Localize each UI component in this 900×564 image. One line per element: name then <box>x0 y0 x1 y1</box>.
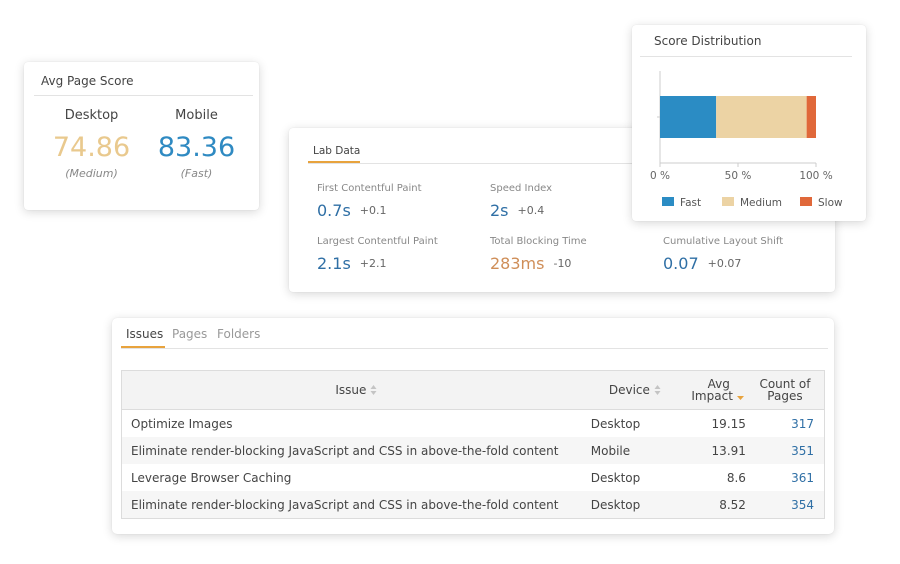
issue-cell: Eliminate render-blocking JavaScript and… <box>121 437 591 464</box>
desktop-score-value: 74.86 <box>52 132 131 163</box>
metric-label: Speed Index <box>490 183 553 194</box>
issue-cell: Eliminate render-blocking JavaScript and… <box>121 491 591 519</box>
metric-delta: +0.07 <box>707 257 742 270</box>
metric-delta: -10 <box>553 257 572 270</box>
metric-speed-index: Speed Index 2s +0.4 <box>490 183 552 220</box>
divider <box>308 163 829 164</box>
table-row[interactable]: Eliminate render-blocking JavaScript and… <box>121 491 825 519</box>
desktop-label: Desktop <box>64 108 119 123</box>
score-distribution-card: Score Distribution 0 % 50 % 100 % Fast Mediu… <box>632 25 866 221</box>
x-tick-label: 50 % <box>725 170 752 182</box>
count-link[interactable]: 351 <box>745 437 825 464</box>
active-tab-indicator <box>121 346 165 348</box>
issue-cell: Optimize Images <box>131 416 233 431</box>
bar-segment-slow[interactable] <box>806 96 816 138</box>
table-row[interactable]: Eliminate render-blocking JavaScript and… <box>121 437 825 464</box>
legend-label-medium[interactable]: Medium <box>740 197 782 209</box>
divider <box>34 95 253 96</box>
device-cell: Desktop <box>590 416 641 431</box>
mobile-rating: (Fast) <box>180 167 213 180</box>
column-label: Count of <box>759 377 811 391</box>
table-header-row: Issue Device Avg Impact Count of Pages <box>121 370 825 410</box>
mobile-score: Mobile 83.36 (Fast) <box>149 108 244 180</box>
bar-segment-fast[interactable] <box>660 96 717 138</box>
table-row[interactable]: Leverage Browser Caching Desktop 8.6 361 <box>122 464 825 491</box>
issues-card: Issues Pages Folders Issue Device Avg Im… <box>112 318 834 534</box>
metric-value: 2s <box>490 201 509 220</box>
impact-cell: 8.52 <box>678 491 746 519</box>
count-link[interactable]: 361 <box>791 470 814 485</box>
column-label: Impact <box>691 389 733 403</box>
count-link[interactable]: 354 <box>745 491 825 519</box>
divider <box>640 56 852 57</box>
active-tab-indicator <box>308 161 360 163</box>
metric-value: 0.07 <box>663 254 699 273</box>
impact-cell: 8.6 <box>726 470 746 485</box>
metric-label: Total Blocking Time <box>490 236 587 247</box>
sort-icon[interactable] <box>654 384 661 396</box>
metric-cumulative-layout-shift: Cumulative Layout Shift 0.07 +0.07 <box>663 236 783 273</box>
table-row[interactable]: Optimize Images Desktop 19.15 317 <box>122 410 825 438</box>
metric-label: First Contentful Paint <box>317 183 422 194</box>
tab-folders[interactable]: Folders <box>217 327 261 341</box>
sort-desc-icon[interactable] <box>736 390 744 402</box>
device-cell: Mobile <box>590 437 679 464</box>
metric-label: Cumulative Layout Shift <box>663 236 784 247</box>
device-cell: Desktop <box>590 470 641 485</box>
tab-pages[interactable]: Pages <box>172 327 208 341</box>
score-distribution-chart: 0 % 50 % 100 % Fast Medium Slow <box>650 71 843 209</box>
issue-cell: Leverage Browser Caching <box>131 470 292 485</box>
x-tick-label: 100 % <box>799 170 832 182</box>
metric-delta: +2.1 <box>359 257 387 270</box>
divider <box>121 348 828 349</box>
count-link[interactable]: 317 <box>791 416 814 431</box>
issues-table: Issue Device Avg Impact Count of Pages O… <box>121 370 825 519</box>
column-label: Issue <box>335 383 367 397</box>
column-header-issue[interactable]: Issue <box>121 370 591 410</box>
metric-delta: +0.1 <box>359 204 387 217</box>
legend-swatch-fast <box>662 197 674 206</box>
device-cell: Desktop <box>590 491 679 519</box>
metric-delta: +0.4 <box>517 204 545 217</box>
mobile-label: Mobile <box>175 108 218 123</box>
column-label: Pages <box>767 389 803 403</box>
column-header-count-of-pages[interactable]: Count of Pages <box>745 370 825 410</box>
legend-label-slow[interactable]: Slow <box>818 197 843 209</box>
x-tick-label: 0 % <box>650 170 670 182</box>
sort-icon[interactable] <box>370 384 377 396</box>
impact-cell: 13.91 <box>678 437 746 464</box>
tab-lab-data[interactable]: Lab Data <box>313 145 361 157</box>
metric-label: Largest Contentful Paint <box>317 236 438 247</box>
impact-cell: 19.15 <box>711 416 746 431</box>
mobile-score-value: 83.36 <box>157 132 236 163</box>
bar-segment-medium[interactable] <box>716 96 807 138</box>
metric-first-contentful-paint: First Contentful Paint 0.7s +0.1 <box>317 183 422 220</box>
column-label: Avg <box>707 377 730 391</box>
legend-swatch-medium <box>722 197 734 206</box>
desktop-rating: (Medium) <box>65 167 118 180</box>
metric-total-blocking-time: Total Blocking Time 283ms -10 <box>490 236 587 273</box>
avg-page-score-title: Avg Page Score <box>41 74 134 88</box>
legend-label-fast[interactable]: Fast <box>680 197 701 209</box>
column-header-avg-impact[interactable]: Avg Impact <box>678 370 746 410</box>
metric-largest-contentful-paint: Largest Contentful Paint 2.1s +2.1 <box>317 236 438 273</box>
column-label: Device <box>608 383 650 397</box>
avg-page-score-card: Avg Page Score Desktop 74.86 (Medium) Mo… <box>24 62 259 210</box>
tab-issues[interactable]: Issues <box>126 327 164 341</box>
desktop-score: Desktop 74.86 (Medium) <box>44 108 139 180</box>
metric-value: 0.7s <box>317 201 351 220</box>
score-distribution-title: Score Distribution <box>654 34 762 48</box>
metric-value: 283ms <box>490 254 545 273</box>
column-header-device[interactable]: Device <box>590 370 679 410</box>
legend-swatch-slow <box>800 197 812 206</box>
metric-value: 2.1s <box>317 254 351 273</box>
